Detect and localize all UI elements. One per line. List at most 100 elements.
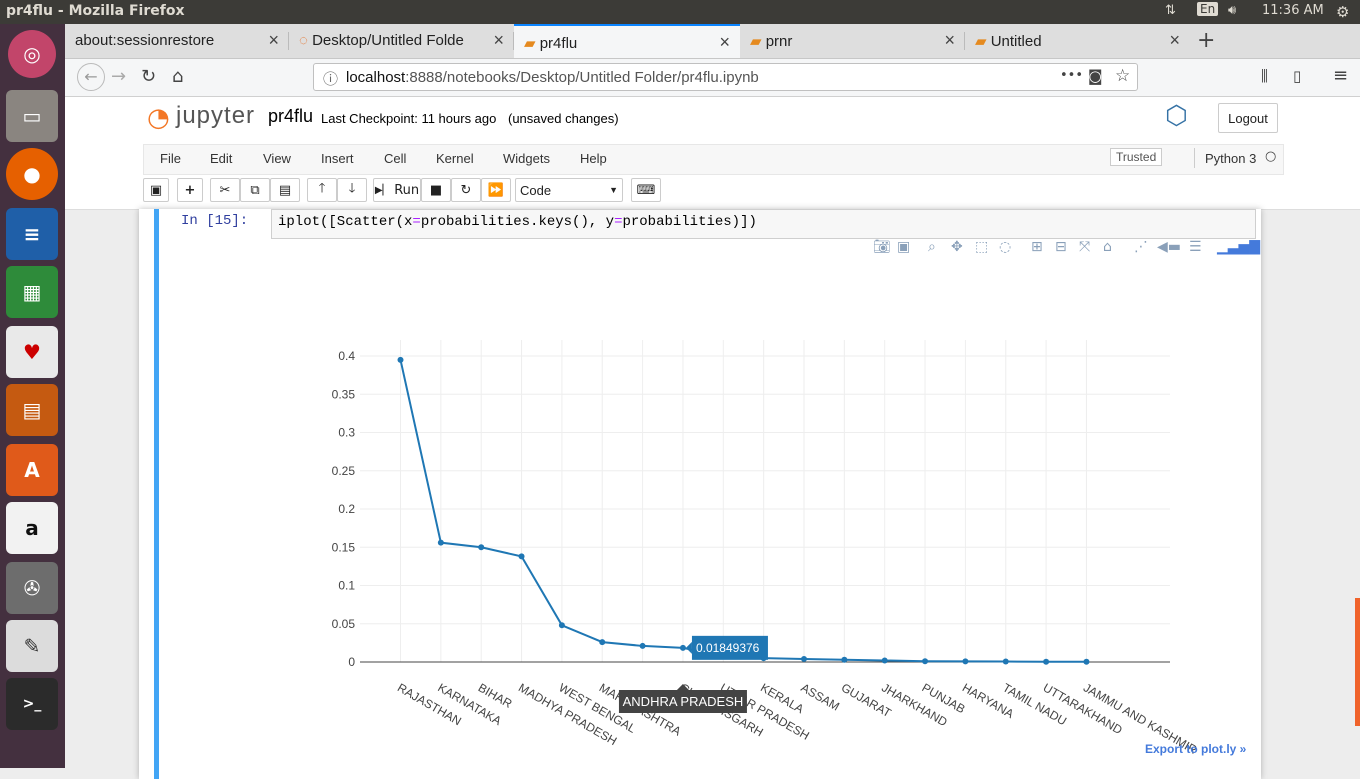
calc-icon[interactable]: ▦ (6, 266, 58, 318)
menu-file[interactable]: File (160, 151, 181, 166)
trusted-badge[interactable]: Trusted (1110, 148, 1163, 166)
save-plot-icon[interactable]: ▣ (897, 239, 911, 255)
reset-axes-home-icon[interactable]: ⌂ (1103, 239, 1112, 255)
gear-icon[interactable]: ⚙ (1336, 3, 1350, 21)
pan-move-icon[interactable]: ✥ (951, 239, 963, 255)
os-top-bar: pr4flu - Mozilla Firefox ⇅ En 🔊︎ 11:36 A… (0, 0, 1360, 24)
forward-arrow-icon[interactable]: → (111, 66, 127, 87)
autoscale-icon[interactable]: ⤧ (1079, 239, 1091, 255)
unity-launcher: ◎ ▭ ● ≡ ▦ ♥ ▤ A a ✇ ✎ >_ (0, 24, 65, 768)
url-text[interactable]: localhost:8888/notebooks/Desktop/Untitle… (346, 69, 759, 86)
menu-help[interactable]: Help (580, 151, 607, 166)
volume-icon[interactable]: 🔊︎ (1228, 3, 1237, 18)
text-editor-icon[interactable]: ✎ (6, 620, 58, 672)
insert-cell-plus-icon[interactable]: + (177, 178, 203, 202)
move-up-arrow-icon[interactable]: 🡑 (307, 178, 337, 202)
logout-button[interactable]: Logout (1218, 103, 1278, 133)
tab-pr4flu[interactable]: ▰ pr4flu × (514, 24, 740, 58)
code-text[interactable]: iplot([Scatter(x=probabilities.keys(), y… (278, 214, 757, 230)
notebook-favicon-icon: ▰ (975, 33, 987, 50)
close-icon[interactable]: × (944, 30, 955, 50)
kernel-name[interactable]: Python 3 (1205, 151, 1257, 166)
tab-prnr[interactable]: ▰ prnr × (740, 24, 965, 58)
jupyter-logo-text[interactable]: jupyter (176, 102, 256, 129)
library-icon[interactable]: ⫼ (1261, 67, 1268, 85)
back-arrow-icon[interactable]: ← (77, 63, 105, 91)
zoom-in-plus-icon[interactable]: ⊞ (1031, 239, 1043, 255)
sidebar-icon[interactable]: ▯ (1293, 67, 1302, 85)
files-icon[interactable]: ▭ (6, 90, 58, 142)
restart-run-all-fast-forward-icon[interactable]: ⏩ (481, 178, 511, 202)
ubuntu-icon[interactable]: ◎ (8, 30, 56, 78)
solitaire-icon[interactable]: ♥ (6, 326, 58, 378)
tab-label: Untitled (990, 33, 1042, 50)
notebook-favicon-icon: ▰ (750, 33, 762, 50)
bookmark-star-icon[interactable]: ☆ (1115, 66, 1131, 86)
move-down-arrow-icon[interactable]: 🡓 (337, 178, 367, 202)
clock[interactable]: 11:36 AM (1262, 3, 1324, 18)
new-tab-plus-icon[interactable]: + (1197, 28, 1216, 53)
hamburger-menu-icon[interactable]: ≡ (1333, 65, 1349, 86)
menu-edit[interactable]: Edit (210, 151, 233, 166)
close-icon[interactable]: × (493, 30, 504, 50)
home-icon[interactable]: ⌂ (172, 66, 184, 87)
paste-icon[interactable]: ▤ (270, 178, 300, 202)
close-icon[interactable]: × (719, 32, 730, 52)
keyboard-layout-indicator[interactable]: En (1197, 2, 1219, 16)
window-title: pr4flu - Mozilla Firefox (6, 3, 185, 19)
command-palette-keyboard-icon[interactable]: ⌨ (631, 178, 661, 202)
chevron-down-icon: ▼ (609, 185, 618, 195)
save-icon[interactable]: ▣ (143, 178, 169, 202)
hover-closest-icon[interactable]: ◀▬ (1157, 239, 1181, 255)
hover-compare-icon[interactable]: ☰ (1189, 239, 1202, 255)
notebook-name[interactable]: pr4flu (268, 106, 314, 126)
box-select-icon[interactable]: ⬚ (975, 239, 989, 255)
terminal-icon[interactable]: >_ (6, 678, 58, 730)
cell-type-select[interactable]: Code ▼ (515, 178, 623, 202)
network-icon[interactable]: ⇅ (1165, 3, 1176, 18)
amazon-icon[interactable]: a (6, 502, 58, 554)
pocket-icon[interactable]: ◙ (1088, 67, 1103, 85)
jupyter-page: ◔ jupyter pr4flu Last Checkpoint: 11 hou… (65, 97, 1360, 779)
tab-label: prnr (765, 33, 793, 50)
menu-insert[interactable]: Insert (321, 151, 354, 166)
page-actions-icon[interactable]: ••• (1060, 68, 1084, 83)
url-bar[interactable]: ⓘ localhost:8888/notebooks/Desktop/Untit… (313, 63, 1138, 91)
settings-icon[interactable]: ✇ (6, 562, 58, 614)
export-to-plotly-link[interactable]: Export to plot.ly » (1145, 742, 1247, 756)
run-button[interactable]: ▶▏ Run (373, 178, 421, 202)
zoom-magnifier-icon[interactable]: ⌕ (928, 239, 936, 255)
cut-icon[interactable]: ✂ (210, 178, 240, 202)
code-input-area[interactable]: iplot([Scatter(x=probabilities.keys(), y… (271, 209, 1256, 239)
menu-widgets[interactable]: Widgets (503, 151, 550, 166)
zoom-out-minus-icon[interactable]: ⊟ (1055, 239, 1067, 255)
software-center-icon[interactable]: A (6, 444, 58, 496)
tab-desktop-folder[interactable]: ◌ Desktop/Untitled Folde × (289, 24, 514, 58)
camera-icon[interactable]: 📷︎ (873, 239, 891, 255)
impress-icon[interactable]: ▤ (6, 384, 58, 436)
reload-icon[interactable]: ↻ (141, 66, 157, 87)
tab-sessionrestore[interactable]: about:sessionrestore × (65, 24, 289, 58)
menu-kernel[interactable]: Kernel (436, 151, 474, 166)
info-icon[interactable]: ⓘ (323, 70, 339, 88)
tab-untitled[interactable]: ▰ Untitled × (965, 24, 1190, 58)
firefox-icon[interactable]: ● (6, 148, 58, 200)
plotly-logo-icon[interactable]: ▁▃▅▇ (1217, 239, 1261, 255)
url-path: :8888/notebooks/Desktop/Untitled Folder/… (405, 69, 759, 86)
close-icon[interactable]: × (1169, 30, 1180, 50)
close-icon[interactable]: × (268, 30, 279, 50)
interrupt-stop-icon[interactable]: ■ (421, 178, 451, 202)
jupyter-logo-icon[interactable]: ◔ (147, 103, 170, 133)
kernel-idle-icon: ○ (1265, 149, 1277, 164)
restart-kernel-icon[interactable]: ↻ (451, 178, 481, 202)
notebook-toolbar: ▣ + ✂ ⧉ ▤ 🡑 🡓 ▶▏ Run ■ ↻ ⏩ Code ▼ ⌨ (143, 178, 1282, 206)
writer-icon[interactable]: ≡ (6, 208, 58, 260)
menu-view[interactable]: View (263, 151, 291, 166)
lasso-select-icon[interactable]: ◌ (999, 239, 1012, 255)
python-logo-icon: ⬡ (1165, 101, 1188, 131)
menu-cell[interactable]: Cell (384, 151, 407, 166)
page-scrollbar-thumb[interactable] (1355, 598, 1360, 726)
code-cell[interactable]: In [15]: iplot([Scatter(x=probabilities.… (154, 209, 1260, 779)
spike-lines-icon[interactable]: ⋰ (1134, 239, 1148, 255)
copy-icon[interactable]: ⧉ (240, 178, 270, 202)
